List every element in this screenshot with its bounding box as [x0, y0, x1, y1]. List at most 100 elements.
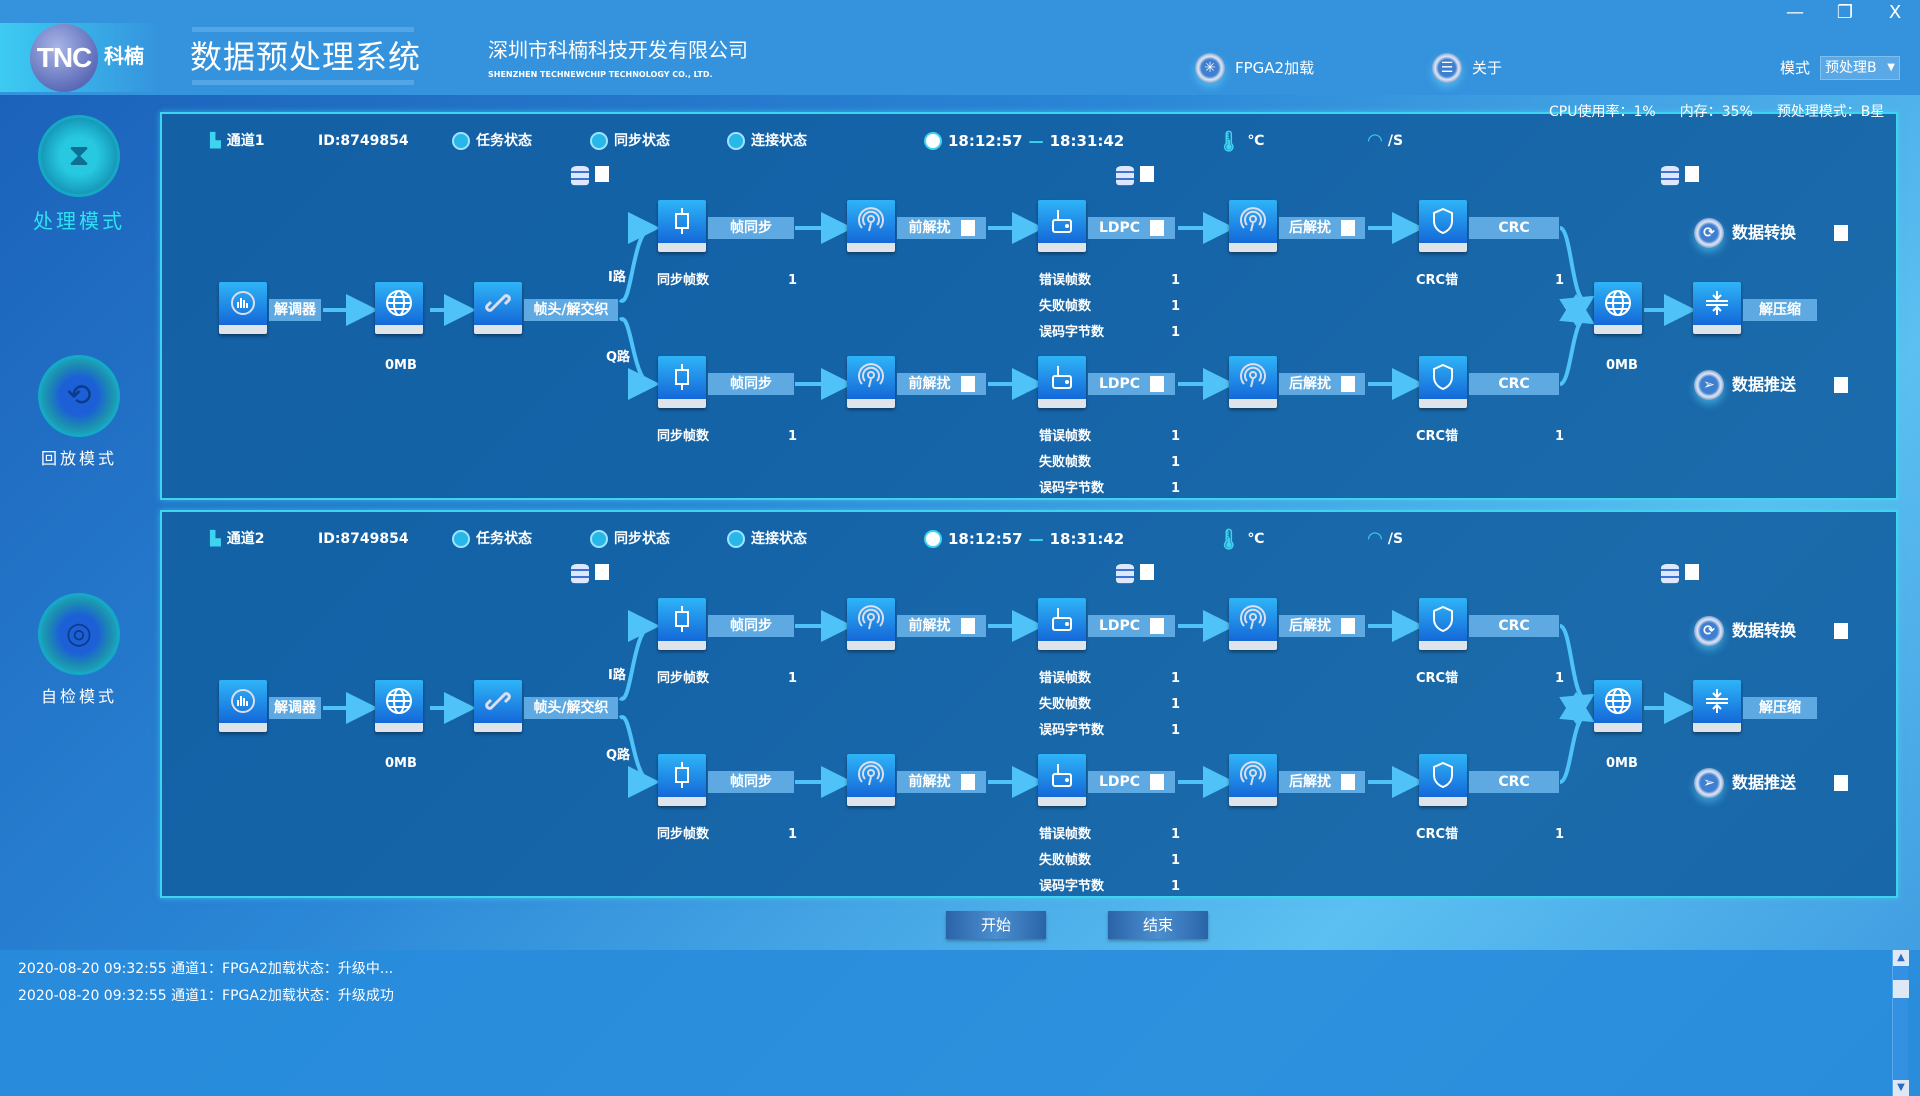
- task-status-label: 任务状态: [476, 133, 532, 149]
- sync-count-value: 1: [788, 671, 798, 686]
- ldpc-node[interactable]: LDPC: [1088, 373, 1175, 395]
- frame-sync-node[interactable]: 帧同步: [708, 771, 794, 793]
- demodulator-node[interactable]: 解调器: [269, 299, 321, 321]
- restore-button[interactable]: ❐: [1836, 2, 1854, 23]
- sidebar-item-selftest-mode[interactable]: ◎ 自检模式: [24, 593, 134, 706]
- conn-status-label: 连接状态: [751, 133, 807, 149]
- storage-checkbox[interactable]: [1140, 166, 1154, 182]
- ldpc-node[interactable]: LDPC: [1088, 615, 1175, 637]
- sync-count-label: 同步帧数: [657, 827, 710, 842]
- failed-frames-label: 失败帧数: [1039, 697, 1092, 712]
- data-push-checkbox[interactable]: [1834, 775, 1849, 791]
- compress-icon: [1693, 680, 1741, 732]
- frame-sync-node[interactable]: 帧同步: [708, 615, 794, 637]
- mode-select[interactable]: 预处理B ▼: [1820, 56, 1900, 80]
- storage-toggle[interactable]: [1116, 166, 1154, 186]
- pre-descramble-node[interactable]: 前解扰: [897, 217, 986, 239]
- ldpc-node-checkbox[interactable]: [1150, 774, 1165, 790]
- post-descramble-node[interactable]: 后解扰: [1279, 217, 1365, 239]
- fpga-load-button[interactable]: ✳ FPGA2加载: [1195, 53, 1314, 83]
- storage-toggle[interactable]: [1661, 166, 1699, 186]
- error-frames-label: 错误帧数: [1039, 429, 1092, 444]
- post-descramble-node[interactable]: 后解扰: [1279, 373, 1365, 395]
- sync-status: 同步状态: [590, 530, 670, 548]
- data-convert-checkbox[interactable]: [1834, 623, 1849, 639]
- signal-icon: [847, 754, 895, 806]
- about-button[interactable]: ☰ 关于: [1432, 53, 1502, 83]
- cpu-usage: CPU使用率：1%: [1549, 104, 1656, 120]
- deinterleave-node[interactable]: 帧头/解交织: [524, 299, 618, 321]
- channel-panel-2: ▙ 通道2 ID:8749854 任务状态 同步状态 连接状态 18:12:57 — 18:31…: [160, 510, 1898, 898]
- post-descramble-node[interactable]: 后解扰: [1279, 771, 1365, 793]
- crc-node[interactable]: CRC: [1469, 771, 1559, 793]
- storage-toggle[interactable]: [1116, 564, 1154, 584]
- data-convert[interactable]: ⟳ 数据转换: [1694, 616, 1849, 646]
- pre-descramble-node-checkbox[interactable]: [960, 220, 975, 236]
- post-descramble-node-checkbox[interactable]: [1341, 376, 1355, 392]
- post-descramble-node[interactable]: 后解扰: [1279, 615, 1365, 637]
- pre-descramble-node[interactable]: 前解扰: [897, 615, 986, 637]
- scroll-down-icon[interactable]: ▼: [1893, 1080, 1909, 1096]
- post-descramble-node-checkbox[interactable]: [1341, 774, 1355, 790]
- frame-sync-node[interactable]: 帧同步: [708, 373, 794, 395]
- post-descramble-node-checkbox[interactable]: [1341, 220, 1355, 236]
- minimize-button[interactable]: —: [1786, 2, 1804, 23]
- data-push[interactable]: ➢ 数据推送: [1694, 370, 1849, 400]
- ldpc-node-label: LDPC: [1098, 774, 1141, 790]
- start-time: 18:12:57: [948, 132, 1023, 150]
- storage-toggle[interactable]: [1661, 564, 1699, 584]
- data-convert[interactable]: ⟳ 数据转换: [1694, 218, 1849, 248]
- signal-icon: [847, 200, 895, 252]
- storage-toggle[interactable]: [571, 166, 609, 186]
- pre-descramble-node-checkbox[interactable]: [960, 376, 975, 392]
- frame-sync-node-label: 帧同步: [730, 618, 772, 634]
- pre-descramble-node[interactable]: 前解扰: [897, 771, 986, 793]
- crc-node[interactable]: CRC: [1469, 373, 1559, 395]
- data-push[interactable]: ➢ 数据推送: [1694, 768, 1849, 798]
- ldpc-node[interactable]: LDPC: [1088, 217, 1175, 239]
- demodulator-node[interactable]: 解调器: [269, 697, 321, 719]
- log-scrollbar[interactable]: ▲ ▼: [1892, 950, 1909, 1096]
- ldpc-node-checkbox[interactable]: [1150, 618, 1165, 634]
- pre-descramble-node[interactable]: 前解扰: [897, 373, 986, 395]
- status-indicator-icon: [727, 132, 745, 150]
- input-size: 0MB: [385, 756, 417, 771]
- close-button[interactable]: X: [1888, 2, 1902, 23]
- storage-checkbox[interactable]: [595, 564, 609, 580]
- title-bar: [0, 0, 1920, 95]
- post-descramble-node-checkbox[interactable]: [1341, 618, 1355, 634]
- data-convert-checkbox[interactable]: [1834, 225, 1849, 241]
- crc-node[interactable]: CRC: [1469, 217, 1559, 239]
- sidebar-item-replay-mode[interactable]: ⟲ 回放模式: [24, 355, 134, 468]
- pre-descramble-node-checkbox[interactable]: [960, 774, 975, 790]
- storage-checkbox[interactable]: [595, 166, 609, 182]
- deinterleave-node[interactable]: 帧头/解交织: [524, 697, 618, 719]
- scroll-thumb[interactable]: [1893, 980, 1909, 998]
- gauge-icon: ◠: [1368, 130, 1382, 151]
- scroll-up-icon[interactable]: ▲: [1893, 950, 1909, 966]
- pre-descramble-node-checkbox[interactable]: [960, 618, 975, 634]
- decompress-node[interactable]: 解压缩: [1743, 299, 1817, 321]
- start-button[interactable]: 开始: [946, 911, 1046, 939]
- storage-toggle[interactable]: [571, 564, 609, 584]
- stop-button[interactable]: 结束: [1108, 911, 1208, 939]
- crc-node[interactable]: CRC: [1469, 615, 1559, 637]
- storage-checkbox[interactable]: [1685, 564, 1699, 580]
- sidebar-item-processing-mode[interactable]: ⧗ 处理模式: [24, 115, 134, 233]
- byte-errors-value: 1: [1171, 879, 1181, 894]
- company-name: 深圳市科楠科技开发有限公司: [488, 38, 748, 62]
- frame-sync-node[interactable]: 帧同步: [708, 217, 794, 239]
- data-push-checkbox[interactable]: [1834, 377, 1849, 393]
- start-time: 18:12:57: [948, 530, 1023, 548]
- chevron-down-icon: ▼: [1887, 62, 1895, 73]
- storage-checkbox[interactable]: [1685, 166, 1699, 182]
- decompress-node[interactable]: 解压缩: [1743, 697, 1817, 719]
- ldpc-node[interactable]: LDPC: [1088, 771, 1175, 793]
- thermometer-icon: 🌡: [1216, 527, 1242, 551]
- storage-checkbox[interactable]: [1140, 564, 1154, 580]
- channel-label: ▙ 通道2: [210, 530, 265, 548]
- hourglass-gear-icon: ⧗: [38, 115, 120, 197]
- ldpc-node-checkbox[interactable]: [1150, 220, 1165, 236]
- ldpc-node-checkbox[interactable]: [1150, 376, 1165, 392]
- status-indicator-icon: [590, 530, 608, 548]
